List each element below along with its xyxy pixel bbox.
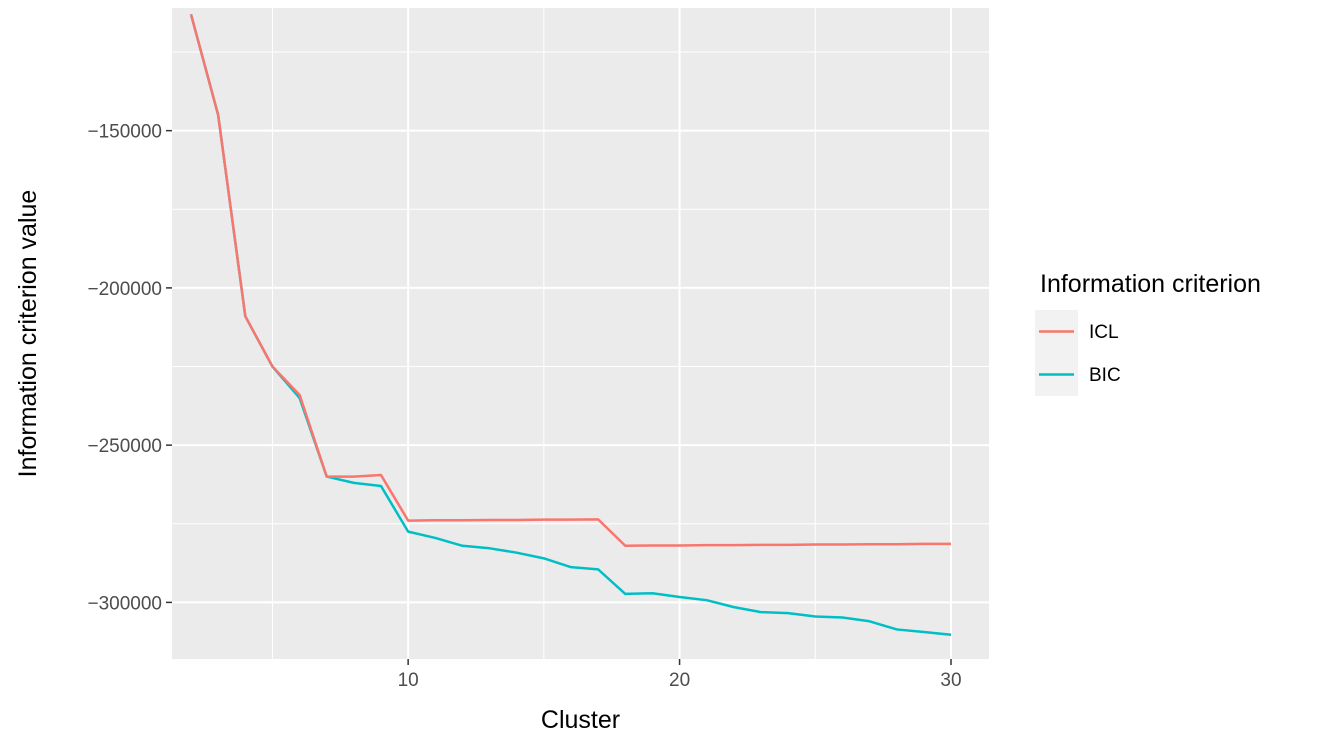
series-line-icl [189, 13, 951, 548]
y-tick-label-1: −200000 [88, 279, 163, 300]
x-axis: 10 20 30 [398, 659, 962, 691]
y-axis: −150000 −200000 −250000 −300000 [88, 122, 172, 614]
x-tick-label-1: 20 [669, 670, 690, 691]
legend-entries: ICL BIC [1035, 310, 1121, 396]
grid-minor [172, 8, 989, 659]
legend: Information criterion ICL BIC [1035, 270, 1261, 396]
y-axis-title: Information criterion value [14, 190, 42, 478]
legend-label-icl: ICL [1089, 322, 1119, 343]
y-tick-label-3: −300000 [88, 593, 163, 614]
x-tick-label-2: 30 [940, 670, 961, 691]
legend-title: Information criterion [1040, 270, 1261, 298]
x-tick-label-0: 10 [398, 670, 419, 691]
y-tick-label-2: −250000 [88, 436, 163, 457]
grid-major [172, 8, 989, 659]
y-tick-label-0: −150000 [88, 122, 163, 143]
x-axis-title: Cluster [541, 706, 620, 734]
legend-label-bic: BIC [1089, 365, 1121, 386]
series-lines [189, 13, 952, 637]
plot-panel [172, 8, 989, 659]
